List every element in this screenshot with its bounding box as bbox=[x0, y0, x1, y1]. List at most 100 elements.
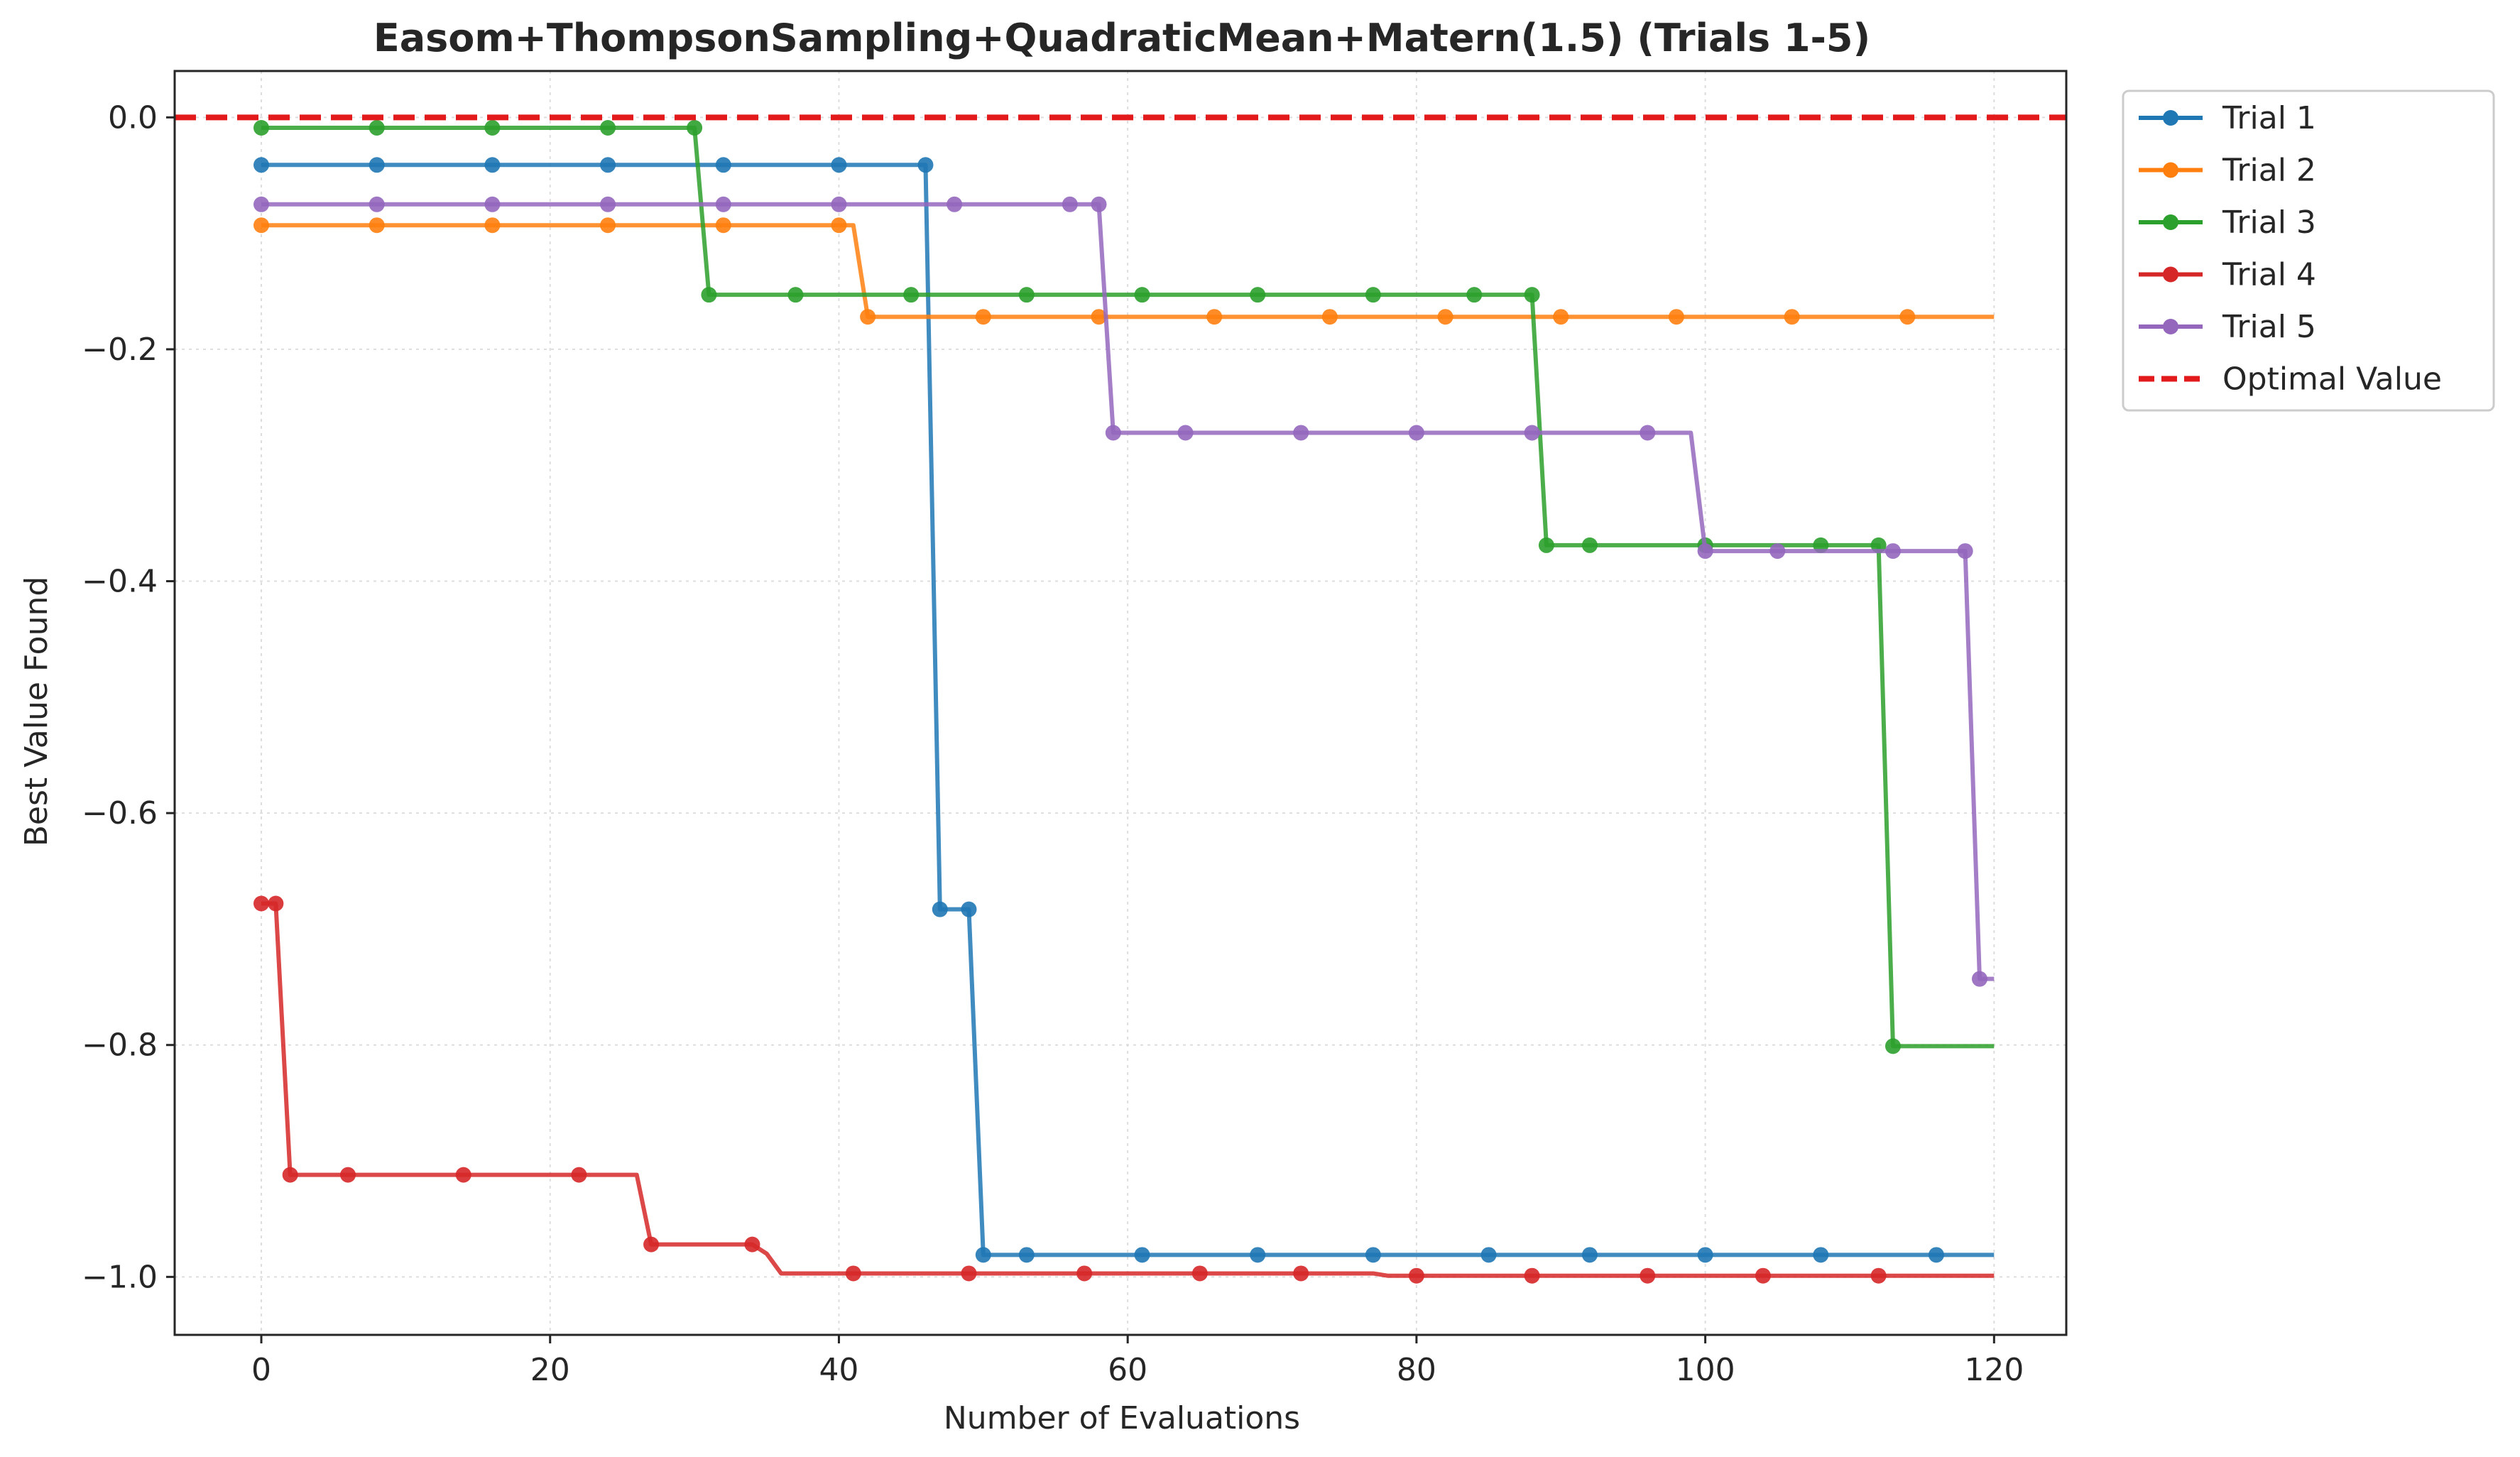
x-tick-label: 0 bbox=[251, 1352, 271, 1388]
data-point bbox=[1884, 543, 1901, 560]
data-point bbox=[600, 157, 616, 173]
data-point bbox=[1524, 425, 1540, 441]
data-point bbox=[340, 1167, 356, 1183]
legend-label: Trial 2 bbox=[2222, 153, 2316, 189]
y-tick-label: −0.8 bbox=[82, 1027, 158, 1064]
data-point bbox=[1870, 1267, 1887, 1284]
data-point bbox=[1293, 1265, 1309, 1282]
data-point bbox=[1091, 196, 1107, 212]
data-point bbox=[600, 196, 616, 212]
data-point bbox=[455, 1167, 471, 1183]
legend-marker bbox=[2163, 110, 2178, 126]
legend-label: Trial 3 bbox=[2222, 204, 2316, 241]
data-point bbox=[1062, 196, 1078, 212]
data-point bbox=[715, 217, 731, 234]
data-point bbox=[1206, 309, 1223, 325]
data-point bbox=[1408, 425, 1424, 441]
data-point bbox=[1105, 425, 1121, 441]
data-point bbox=[1884, 1038, 1901, 1054]
data-point bbox=[1177, 425, 1194, 441]
data-point bbox=[1293, 425, 1309, 441]
data-point bbox=[571, 1167, 587, 1183]
data-point bbox=[369, 120, 385, 136]
data-point bbox=[1134, 1247, 1150, 1263]
data-point bbox=[1018, 287, 1035, 303]
legend-item: Trial 4 bbox=[2139, 257, 2316, 293]
data-point bbox=[253, 196, 270, 212]
series-line bbox=[261, 223, 1995, 320]
data-point bbox=[1250, 1247, 1266, 1263]
data-point bbox=[1640, 1267, 1656, 1284]
data-point bbox=[600, 217, 616, 234]
data-point bbox=[1524, 287, 1540, 303]
y-tick-label: −0.2 bbox=[82, 332, 158, 368]
data-point bbox=[860, 309, 876, 325]
x-tick-label: 20 bbox=[530, 1352, 570, 1388]
x-tick-label: 80 bbox=[1397, 1352, 1436, 1388]
x-axis-label: Number of Evaluations bbox=[944, 1400, 1300, 1436]
data-point bbox=[369, 217, 385, 234]
data-point bbox=[484, 120, 501, 136]
legend-item: Trial 1 bbox=[2139, 100, 2316, 136]
data-point bbox=[687, 120, 703, 136]
x-tick-label: 120 bbox=[1964, 1352, 2024, 1388]
data-point bbox=[947, 196, 963, 212]
data-point bbox=[282, 1167, 298, 1183]
data-point bbox=[787, 287, 804, 303]
legend-label: Trial 4 bbox=[2222, 257, 2316, 293]
legend-item: Trial 3 bbox=[2139, 204, 2316, 241]
data-point bbox=[253, 217, 270, 234]
y-tick-label: −1.0 bbox=[82, 1259, 158, 1295]
data-point bbox=[1134, 287, 1150, 303]
data-point bbox=[903, 287, 920, 303]
y-tick-label: −0.6 bbox=[82, 795, 158, 831]
data-point bbox=[1408, 1267, 1424, 1284]
legend-label: Trial 1 bbox=[2222, 100, 2316, 136]
data-point bbox=[484, 157, 501, 173]
data-point bbox=[484, 196, 501, 212]
data-point bbox=[1784, 309, 1800, 325]
data-point bbox=[1697, 1247, 1713, 1263]
data-point bbox=[1581, 1247, 1598, 1263]
data-point bbox=[1480, 1247, 1497, 1263]
data-point bbox=[1899, 309, 1916, 325]
data-point bbox=[1437, 309, 1453, 325]
legend-marker bbox=[2163, 214, 2178, 230]
plot-area bbox=[175, 114, 2066, 1284]
data-point bbox=[1697, 543, 1713, 560]
data-point bbox=[369, 196, 385, 212]
x-tick-label: 100 bbox=[1676, 1352, 1735, 1388]
plot-frame bbox=[173, 70, 2068, 1336]
series-trial-4 bbox=[253, 895, 1995, 1284]
data-point bbox=[961, 1265, 977, 1282]
data-point bbox=[253, 895, 270, 912]
data-point bbox=[1321, 309, 1338, 325]
legend-label: Trial 5 bbox=[2222, 309, 2316, 345]
data-point bbox=[1365, 287, 1381, 303]
y-axis-label: Best Value Found bbox=[18, 577, 55, 847]
data-point bbox=[715, 196, 731, 212]
data-point bbox=[600, 120, 616, 136]
y-tick-label: −0.4 bbox=[82, 564, 158, 600]
legend-label: Optimal Value bbox=[2222, 361, 2442, 398]
data-point bbox=[1755, 1267, 1771, 1284]
data-point bbox=[715, 157, 731, 173]
data-point bbox=[253, 120, 270, 136]
y-axis: 0.0 −0.2 −0.4 −0.6 −0.8 −1.0 bbox=[82, 99, 175, 1295]
data-point bbox=[917, 157, 934, 173]
x-tick-label: 40 bbox=[819, 1352, 858, 1388]
legend-item: Optimal Value bbox=[2139, 361, 2442, 398]
legend-marker bbox=[2163, 266, 2178, 283]
legend-marker bbox=[2163, 319, 2178, 334]
data-point bbox=[253, 157, 270, 173]
data-point bbox=[975, 1247, 991, 1263]
data-point bbox=[369, 157, 385, 173]
data-point bbox=[1553, 309, 1569, 325]
chart-title: Easom+ThompsonSampling+QuadraticMean+Mat… bbox=[373, 16, 1870, 60]
series-trial-1 bbox=[253, 157, 1995, 1263]
data-point bbox=[1957, 543, 1973, 560]
data-point bbox=[1191, 1265, 1208, 1282]
legend: Trial 1 Trial 2 Trial 3 Trial 4 Trial 5 Optim… bbox=[2122, 89, 2495, 412]
